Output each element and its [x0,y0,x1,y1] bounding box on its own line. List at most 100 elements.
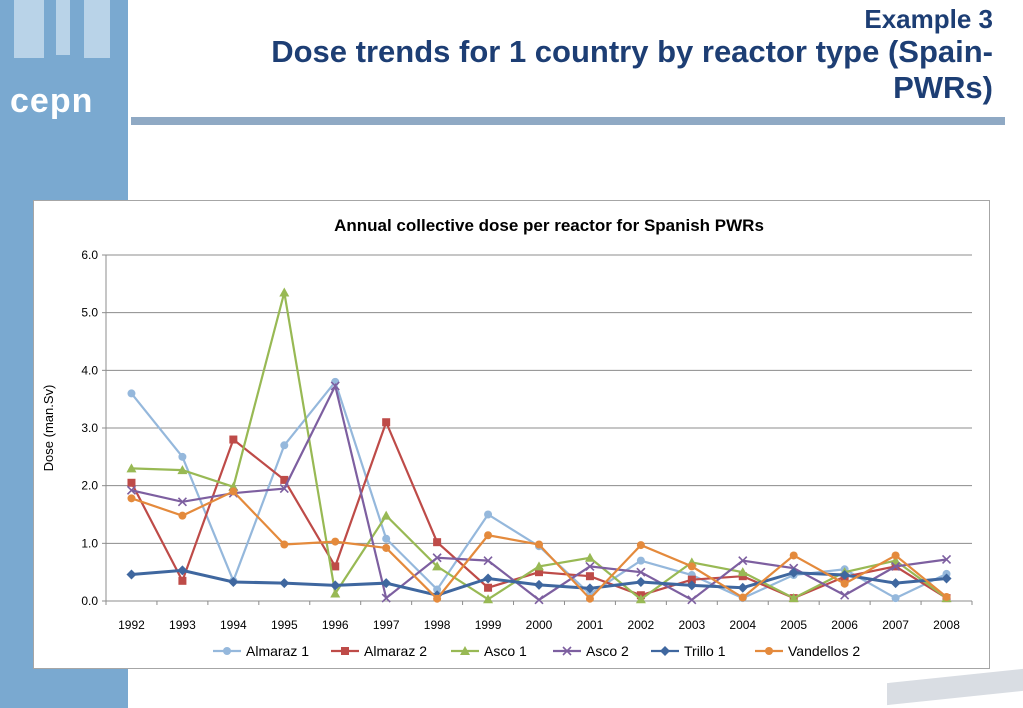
data-point-almaraz-1 [891,594,900,603]
data-point-trillo-1 [941,573,952,584]
data-point-vandellos-2 [280,540,289,549]
data-point-asco-1 [890,555,901,565]
data-point-vandellos-2 [891,551,900,560]
data-point-asco-2 [279,483,289,494]
bottom-decoration [887,668,1023,706]
data-point-asco-1 [330,588,341,598]
data-point-asco-2 [636,567,646,577]
legend-marker-trillo-1 [660,646,670,656]
data-point-asco-2 [330,381,340,391]
x-tick-label: 1993 [169,618,196,632]
data-point-asco-2 [738,556,748,566]
y-tick-label: 2.0 [81,479,98,493]
data-point-almaraz-2 [433,538,442,547]
data-point-asco-2 [941,554,952,565]
legend-label-almaraz-2: Almaraz 2 [364,643,427,659]
data-point-vandellos-2 [585,594,594,603]
legend-label-asco-1: Asco 1 [484,643,527,659]
x-tick-label: 1998 [424,618,451,632]
legend-marker-vandellos-2 [765,647,773,655]
data-point-asco-1 [432,561,443,571]
data-point-asco-1 [177,465,188,475]
x-tick-label: 2004 [729,618,756,632]
logo-bar-3 [84,0,110,58]
y-tick-label: 4.0 [81,363,98,377]
legend-marker-almaraz-2 [341,647,349,655]
x-tick-label: 2003 [678,618,705,632]
data-point-vandellos-2 [738,593,747,602]
data-point-trillo-1 [177,565,188,576]
x-tick-label: 2007 [882,618,909,632]
data-point-asco-2 [177,497,187,507]
slide-title: Example 3 Dose trends for 1 country by r… [173,4,993,106]
data-point-almaraz-2 [178,576,187,585]
slide-title-line-3: PWRs) [893,70,993,105]
chart-title: Annual collective dose per reactor for S… [334,216,764,235]
x-tick-label: 1997 [373,618,400,632]
data-point-vandellos-2 [942,592,951,601]
data-point-asco-1 [279,287,290,297]
data-point-asco-1 [635,594,646,604]
data-point-almaraz-2 [535,568,543,577]
x-tick-label: 1992 [118,618,145,632]
legend-marker-asco-2 [562,646,572,656]
y-axis-label: Dose (man.Sv) [41,385,56,472]
legend-label-asco-2: Asco 2 [586,643,629,659]
data-point-almaraz-1 [280,441,289,450]
x-tick-label: 2002 [628,618,655,632]
data-point-trillo-1 [381,578,392,589]
data-point-vandellos-2 [178,511,187,520]
x-tick-label: 2008 [933,618,960,632]
x-tick-label: 2006 [831,618,858,632]
data-point-almaraz-2 [687,575,696,584]
data-point-trillo-1 [788,567,799,578]
data-point-asco-2 [432,553,442,563]
data-point-asco-2 [483,556,493,566]
legend-label-almaraz-1: Almaraz 1 [246,643,309,659]
data-point-vandellos-2 [636,541,645,550]
data-point-trillo-1 [228,576,239,587]
legend-marker-almaraz-1 [223,647,231,655]
data-point-almaraz-2 [229,435,238,444]
y-tick-label: 0.0 [81,594,98,608]
x-tick-label: 1994 [220,618,247,632]
data-point-almaraz-2 [585,572,594,581]
data-point-asco-1 [483,594,494,604]
data-point-asco-1 [737,567,748,577]
data-point-asco-1 [584,552,595,562]
x-tick-label: 1996 [322,618,349,632]
slide-title-line-2: Dose trends for 1 country by reactor typ… [271,34,993,69]
data-point-almaraz-2 [738,572,747,581]
title-underline-visible-main [131,117,1005,125]
legend-label-vandellos-2: Vandellos 2 [788,643,860,659]
data-point-almaraz-1 [178,452,187,461]
data-point-vandellos-2 [535,540,543,549]
y-tick-label: 3.0 [81,421,98,435]
data-point-trillo-1 [635,576,646,587]
data-point-trillo-1 [890,578,901,589]
data-point-trillo-1 [279,578,290,589]
data-point-asco-2 [126,485,137,495]
data-point-asco-2 [891,561,901,571]
data-point-asco-2 [585,561,595,571]
slide-title-line-1: Example 3 [864,4,993,34]
data-point-trillo-1 [584,583,595,594]
cepn-logo: cepn [10,82,94,120]
data-point-asco-1 [788,593,799,603]
data-point-almaraz-2 [127,478,136,487]
logo-bar-2 [56,0,70,55]
data-point-vandellos-2 [382,543,391,552]
data-point-vandellos-2 [127,494,136,503]
x-tick-label: 2005 [780,618,807,632]
data-point-almaraz-1 [382,534,391,543]
data-point-trillo-1 [534,579,544,590]
data-point-trillo-1 [737,582,748,593]
data-point-almaraz-2 [280,475,289,484]
data-point-vandellos-2 [229,487,238,496]
x-tick-label: 1995 [271,618,298,632]
x-tick-label: 2001 [577,618,604,632]
data-point-asco-1 [381,510,392,520]
data-point-vandellos-2 [687,562,696,571]
data-point-trillo-1 [839,570,850,581]
data-point-vandellos-2 [789,551,798,560]
